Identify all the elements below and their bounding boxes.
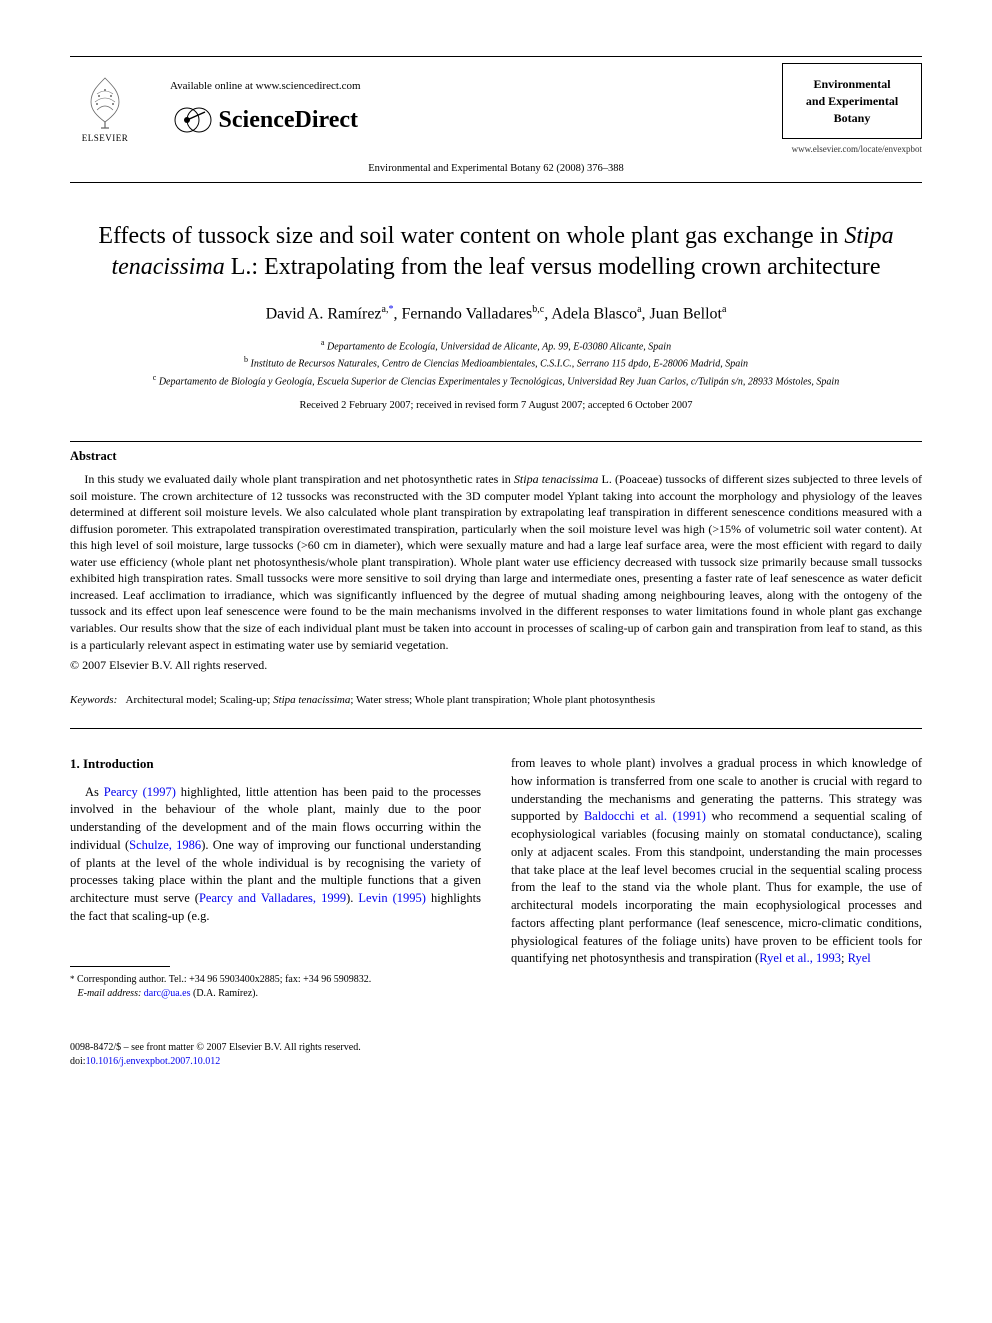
sciencedirect-text: ScienceDirect bbox=[219, 104, 359, 136]
journal-title-box: Environmental and Experimental Botany bbox=[782, 63, 922, 139]
footer-doi-line: doi:10.1016/j.envexpbot.2007.10.012 bbox=[70, 1055, 922, 1069]
author-3: , Adela Blasco bbox=[544, 305, 637, 322]
authors-line: David A. Ramíreza,*, Fernando Valladares… bbox=[70, 303, 922, 325]
footnote-block: * Corresponding author. Tel.: +34 96 590… bbox=[70, 973, 481, 1001]
elsevier-tree-icon bbox=[77, 74, 133, 130]
sciencedirect-block: Available online at www.sciencedirect.co… bbox=[170, 79, 361, 144]
affiliation-a: a Departamento de Ecología, Universidad … bbox=[70, 337, 922, 354]
section-heading-intro: 1. Introduction bbox=[70, 755, 481, 773]
ref-levin-1995[interactable]: Levin (1995) bbox=[358, 891, 426, 905]
column-left: 1. Introduction As Pearcy (1997) highlig… bbox=[70, 755, 481, 1000]
body-columns: 1. Introduction As Pearcy (1997) highlig… bbox=[70, 755, 922, 1000]
footer-doi-label: doi: bbox=[70, 1056, 86, 1067]
elsevier-label: ELSEVIER bbox=[82, 132, 129, 144]
footnote-email-who: (D.A. Ramírez). bbox=[190, 988, 257, 999]
body-rule bbox=[70, 728, 922, 729]
abstract-species: Stipa tenacissima bbox=[514, 472, 598, 486]
journal-box-line1: Environmental bbox=[791, 76, 913, 93]
page-header: ELSEVIER Available online at www.science… bbox=[70, 56, 922, 183]
abstract-rule-top bbox=[70, 441, 922, 442]
author-4-affil: a bbox=[722, 304, 726, 315]
ref-pearcy-valladares-1999[interactable]: Pearcy and Valladares, 1999 bbox=[199, 891, 346, 905]
header-top-row: ELSEVIER Available online at www.science… bbox=[70, 63, 922, 156]
available-online-text: Available online at www.sciencedirect.co… bbox=[170, 79, 361, 94]
footer-copyright: 0098-8472/$ – see front matter © 2007 El… bbox=[70, 1041, 922, 1055]
affiliation-b: b Instituto de Recursos Naturales, Centr… bbox=[70, 354, 922, 371]
header-left: ELSEVIER Available online at www.science… bbox=[70, 74, 361, 144]
keywords-species: Stipa tenacissima bbox=[273, 694, 350, 706]
keywords-part1: Architectural model; Scaling-up; bbox=[126, 694, 274, 706]
footnote-email-label: E-mail address: bbox=[78, 988, 142, 999]
ref-ryel-cont[interactable]: Ryel bbox=[848, 951, 871, 965]
author-1: David A. Ramírez bbox=[266, 305, 382, 322]
ref-ryel-1993[interactable]: Ryel et al., 1993 bbox=[759, 951, 841, 965]
affiliation-c: c Departamento de Biología y Geología, E… bbox=[70, 372, 922, 389]
affiliation-c-text: Departamento de Biología y Geología, Esc… bbox=[159, 376, 839, 387]
copyright-line: © 2007 Elsevier B.V. All rights reserved… bbox=[70, 657, 922, 673]
intro-text-4: ). bbox=[346, 891, 358, 905]
footnote-corresp-text: Corresponding author. Tel.: +34 96 59034… bbox=[77, 974, 371, 985]
footer-doi-link[interactable]: 10.1016/j.envexpbot.2007.10.012 bbox=[86, 1056, 221, 1067]
title-post: L.: Extrapolating from the leaf versus m… bbox=[225, 254, 881, 280]
intro-para-1-cont: from leaves to whole plant) involves a g… bbox=[511, 755, 922, 968]
intro-text-8: ; bbox=[841, 951, 848, 965]
journal-box-line2: and Experimental bbox=[791, 93, 913, 110]
header-rule-bottom bbox=[70, 182, 922, 183]
abstract-post: L. (Poaceae) tussocks of different sizes… bbox=[70, 472, 922, 651]
keywords-part2: ; Water stress; Whole plant transpiratio… bbox=[350, 694, 655, 706]
journal-url: www.elsevier.com/locate/envexpbot bbox=[782, 143, 922, 155]
keywords-label: Keywords: bbox=[70, 694, 117, 706]
author-4: , Juan Bellot bbox=[642, 305, 722, 322]
ref-schulze-1986[interactable]: Schulze, 1986 bbox=[129, 838, 201, 852]
sciencedirect-icon bbox=[173, 100, 213, 140]
citation-line: Environmental and Experimental Botany 62… bbox=[70, 162, 922, 176]
ref-baldocchi-1991[interactable]: Baldocchi et al. (1991) bbox=[584, 809, 706, 823]
ref-pearcy-1997[interactable]: Pearcy (1997) bbox=[104, 785, 176, 799]
abstract-body: In this study we evaluated daily whole p… bbox=[70, 471, 922, 653]
affiliation-b-text: Instituto de Recursos Naturales, Centro … bbox=[251, 359, 748, 370]
column-right: from leaves to whole plant) involves a g… bbox=[511, 755, 922, 1000]
footnote-email-line: E-mail address: darc@ua.es (D.A. Ramírez… bbox=[70, 987, 481, 1001]
abstract-section: Abstract In this study we evaluated dail… bbox=[70, 448, 922, 673]
author-2: , Fernando Valladares bbox=[393, 305, 532, 322]
keywords-line: Keywords: Architectural model; Scaling-u… bbox=[70, 693, 922, 708]
sciencedirect-logo: ScienceDirect bbox=[173, 100, 359, 140]
intro-text-7: who recommend a sequential scaling of ec… bbox=[511, 809, 922, 965]
elsevier-logo: ELSEVIER bbox=[70, 74, 140, 144]
footnote-corresp: * Corresponding author. Tel.: +34 96 590… bbox=[70, 973, 481, 987]
abstract-heading: Abstract bbox=[70, 448, 922, 465]
article-title: Effects of tussock size and soil water c… bbox=[70, 221, 922, 283]
intro-text-1: As bbox=[85, 785, 104, 799]
affiliation-a-text: Departamento de Ecología, Universidad de… bbox=[327, 341, 671, 352]
intro-para-1: As Pearcy (1997) highlighted, little att… bbox=[70, 784, 481, 926]
journal-box-line3: Botany bbox=[791, 110, 913, 127]
author-2-affil: b,c bbox=[532, 304, 544, 315]
title-pre: Effects of tussock size and soil water c… bbox=[98, 223, 844, 249]
footnote-separator bbox=[70, 966, 170, 967]
page-footer: 0098-8472/$ – see front matter © 2007 El… bbox=[70, 1041, 922, 1069]
affiliations: a Departamento de Ecología, Universidad … bbox=[70, 337, 922, 389]
journal-box-wrapper: Environmental and Experimental Botany ww… bbox=[782, 63, 922, 156]
footnote-email-link[interactable]: darc@ua.es bbox=[144, 988, 191, 999]
header-rule-top bbox=[70, 56, 922, 57]
abstract-pre: In this study we evaluated daily whole p… bbox=[84, 472, 514, 486]
article-dates: Received 2 February 2007; received in re… bbox=[70, 399, 922, 413]
